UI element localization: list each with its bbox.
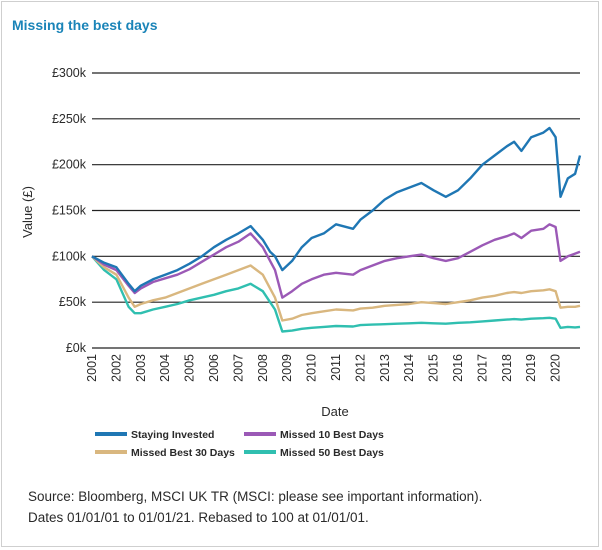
x-tick-label: 2014 bbox=[402, 354, 416, 382]
x-tick-label: 2013 bbox=[378, 354, 392, 382]
x-tick-label: 2011 bbox=[329, 354, 343, 381]
y-axis-label: Value (£) bbox=[20, 186, 35, 238]
source-note: Source: Bloomberg, MSCI UK TR (MSCI: ple… bbox=[28, 486, 482, 528]
y-tick-label: £150k bbox=[52, 204, 87, 218]
legend-label: Missed Best 30 Days bbox=[131, 447, 235, 459]
y-tick-label: £200k bbox=[52, 158, 87, 172]
y-tick-label: £50k bbox=[59, 295, 87, 309]
source-line-1: Source: Bloomberg, MSCI UK TR (MSCI: ple… bbox=[28, 489, 483, 504]
x-tick-label: 2018 bbox=[500, 354, 514, 382]
y-tick-label: £100k bbox=[52, 249, 87, 263]
x-tick-label: 2007 bbox=[231, 354, 245, 382]
line-chart: £0k£50k£100k£150k£200k£250k£300k 2001 200… bbox=[20, 66, 582, 459]
x-tick-labels: 2001 2002 2003 2004 2005 2006 2007 2008 2009 2010… bbox=[85, 354, 563, 382]
chart-title: Missing the best days bbox=[12, 17, 158, 33]
x-tick-label: 2003 bbox=[134, 354, 148, 382]
series-line-missed-best-30-days bbox=[91, 255, 581, 322]
y-gridlines bbox=[92, 72, 580, 349]
y-tick-label: £300k bbox=[52, 66, 87, 80]
x-tick-label: 2010 bbox=[305, 354, 319, 382]
series-line-missed-10-best-days bbox=[91, 223, 581, 299]
x-tick-label: 2004 bbox=[158, 354, 172, 382]
x-axis-label: Date bbox=[321, 404, 348, 419]
y-tick-label: £0k bbox=[66, 341, 87, 355]
x-tick-label: 2008 bbox=[256, 354, 270, 382]
y-tick-labels: £0k £50k £100k £150k £200k £250k £300k bbox=[52, 66, 87, 355]
x-tick-label: 2012 bbox=[353, 354, 367, 382]
y-tick-label: £250k bbox=[52, 112, 87, 126]
x-tick-label: 2017 bbox=[475, 354, 489, 382]
x-tick-label: 2016 bbox=[451, 354, 465, 382]
x-tick-label: 2002 bbox=[109, 354, 123, 382]
series-lines bbox=[91, 126, 582, 333]
x-tick-label: 2006 bbox=[207, 354, 221, 382]
legend-label: Missed 10 Best Days bbox=[280, 429, 384, 441]
series-line-missed-50-best-days bbox=[91, 255, 581, 333]
x-tick-label: 2005 bbox=[183, 354, 197, 382]
source-line-2: Dates 01/01/01 to 01/01/21. Rebased to 1… bbox=[28, 510, 369, 525]
legend-label: Staying Invested bbox=[131, 429, 214, 441]
legend-label: Missed 50 Best Days bbox=[280, 447, 384, 459]
x-tick-label: 2001 bbox=[85, 354, 99, 382]
legend: Staying Invested Missed 10 Best Days Misse… bbox=[95, 429, 384, 459]
x-tick-label: 2020 bbox=[549, 354, 563, 382]
x-tick-label: 2015 bbox=[427, 354, 441, 382]
x-tick-label: 2009 bbox=[280, 354, 294, 382]
series-line-staying-invested bbox=[91, 126, 582, 293]
x-tick-label: 2019 bbox=[524, 354, 538, 382]
